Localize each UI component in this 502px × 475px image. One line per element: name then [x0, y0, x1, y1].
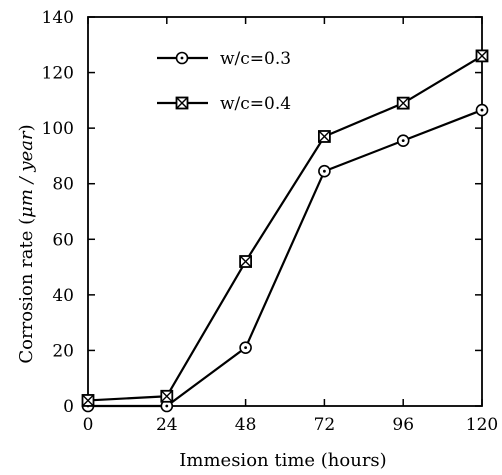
marker-cross-b: [476, 49, 488, 62]
legend-item-1: w/c=0.3: [157, 49, 291, 69]
tick-labels: 0 24 48 72 96 120 0 20 40 60 80 100 120 140: [42, 8, 499, 435]
series-lines: [87, 54, 483, 408]
marker-cross-b: [176, 97, 188, 109]
marker-cross-b: [160, 390, 173, 403]
marker-dot: [480, 108, 484, 112]
series-markers: [81, 49, 489, 413]
y-axis-title-suffix: ): [16, 124, 37, 131]
marker-dot: [180, 56, 184, 60]
series-2-point: [396, 96, 410, 110]
plot-frame: [87, 16, 483, 407]
legend-label: w/c=0.4: [220, 94, 291, 114]
y-axis-title-unit: μm / year: [16, 130, 37, 218]
legend-marker: [175, 96, 189, 110]
series-1-point: [318, 164, 331, 178]
x-tick-label: 48: [235, 415, 257, 435]
series-2-point: [239, 255, 253, 268]
x-tick-label: 0: [83, 415, 94, 435]
y-tick-label: 100: [42, 119, 74, 139]
marker-cross-b: [82, 394, 94, 407]
series-2-point: [81, 394, 95, 407]
marker-cross-b: [239, 255, 252, 268]
y-tick-label: 80: [52, 175, 74, 195]
y-tick-label: 140: [42, 8, 74, 28]
series-1-point: [396, 134, 410, 147]
series-line-2: [87, 54, 483, 402]
series-1-point: [475, 103, 489, 117]
marker-cross-b: [318, 130, 331, 143]
series-line-1: [88, 109, 483, 408]
x-tick-label: 96: [392, 415, 414, 435]
marker-dot: [244, 346, 248, 350]
legend-label: w/c=0.3: [220, 49, 291, 69]
series-1-point: [239, 341, 252, 354]
marker-dot: [323, 169, 326, 173]
y-tick-label: 120: [42, 64, 74, 84]
series-2-point: [317, 130, 331, 143]
y-axis-title: Corrosion rate (μm / year): [16, 124, 37, 363]
x-tick-label: 72: [314, 415, 336, 435]
x-tick-label: 120: [466, 415, 498, 435]
x-axis-title: Immesion time (hours): [179, 450, 386, 471]
legend: w/c=0.3 w/c=0.4: [157, 49, 291, 114]
y-tick-label: 40: [52, 286, 74, 306]
y-tick-label: 60: [52, 230, 74, 250]
legend-item-2: w/c=0.4: [157, 94, 291, 114]
y-tick-label: 0: [63, 397, 74, 417]
legend-marker: [175, 51, 189, 65]
tick-marks: [87, 16, 483, 407]
y-tick-label: 20: [52, 341, 74, 361]
series-2-point: [475, 49, 489, 63]
y-axis-title-prefix: Corrosion rate (: [16, 218, 37, 364]
series-2-point: [160, 389, 174, 403]
x-tick-label: 24: [156, 415, 178, 435]
axes: [87, 16, 483, 407]
marker-cross-b: [397, 97, 410, 110]
marker-dot: [165, 404, 169, 408]
marker-dot: [401, 139, 405, 143]
